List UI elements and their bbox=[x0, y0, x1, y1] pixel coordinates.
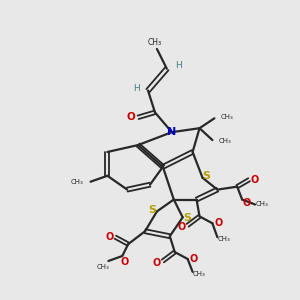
Text: O: O bbox=[127, 112, 136, 122]
Text: CH₃: CH₃ bbox=[256, 202, 268, 208]
Text: O: O bbox=[251, 175, 259, 185]
Text: CH₃: CH₃ bbox=[218, 138, 231, 144]
Text: CH₃: CH₃ bbox=[97, 264, 110, 270]
Text: S: S bbox=[148, 206, 156, 215]
Text: CH₃: CH₃ bbox=[71, 179, 84, 185]
Text: CH₃: CH₃ bbox=[192, 271, 205, 277]
Text: O: O bbox=[153, 258, 161, 268]
Text: O: O bbox=[120, 257, 128, 267]
Text: S: S bbox=[202, 171, 211, 181]
Text: CH₃: CH₃ bbox=[220, 114, 233, 120]
Text: O: O bbox=[105, 232, 113, 242]
Text: CH₃: CH₃ bbox=[148, 38, 162, 46]
Text: O: O bbox=[243, 197, 251, 208]
Text: O: O bbox=[178, 222, 186, 232]
Text: CH₃: CH₃ bbox=[218, 236, 231, 242]
Text: H: H bbox=[176, 61, 182, 70]
Text: O: O bbox=[214, 218, 223, 228]
Text: H: H bbox=[133, 84, 140, 93]
Text: S: S bbox=[184, 213, 192, 224]
Text: N: N bbox=[167, 127, 176, 137]
Text: O: O bbox=[190, 254, 198, 264]
